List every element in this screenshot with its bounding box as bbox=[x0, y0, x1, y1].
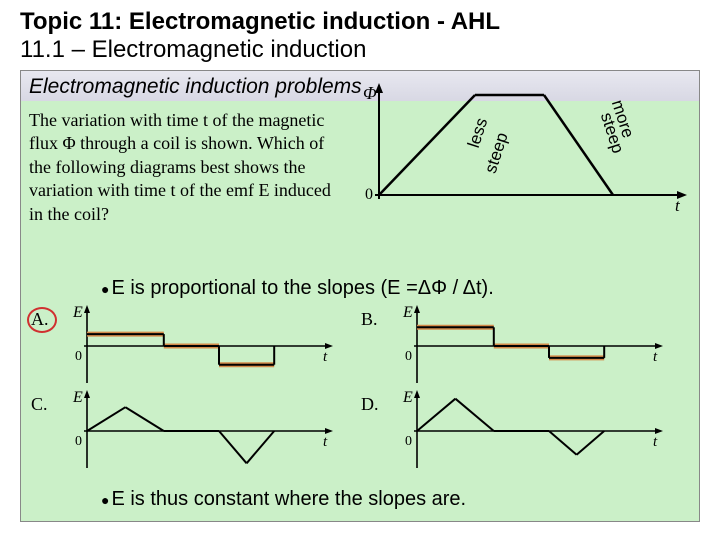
emf-option-D: D. E 0 t bbox=[359, 390, 689, 475]
slide-title: Topic 11: Electromagnetic induction - AH… bbox=[20, 8, 700, 36]
bullet-proportional: ●E is proportional to the slopes (E =ΔΦ … bbox=[101, 277, 494, 300]
emf-option-A: A.E0t bbox=[29, 305, 359, 390]
svg-text:0: 0 bbox=[75, 434, 82, 449]
svg-text:t: t bbox=[653, 349, 658, 365]
svg-text:E: E bbox=[72, 305, 83, 321]
svg-text:0: 0 bbox=[405, 349, 412, 364]
problem-text: The variation with time t of the magneti… bbox=[29, 109, 339, 226]
bullet-dot-icon: ● bbox=[101, 492, 109, 508]
emf-plot: E 0 t bbox=[389, 305, 679, 387]
emf-plot: E 0 t bbox=[389, 390, 679, 472]
bullet-2-text: E is thus constant where the slopes are. bbox=[111, 488, 466, 510]
selected-circle-icon bbox=[27, 307, 57, 333]
slide-header: Topic 11: Electromagnetic induction - AH… bbox=[0, 0, 720, 66]
bullet-dot-icon: ● bbox=[101, 281, 109, 297]
svg-text:E: E bbox=[402, 390, 413, 406]
bullet-1-text: E is proportional to the slopes (E =ΔΦ /… bbox=[111, 277, 493, 299]
option-label: D. bbox=[361, 394, 379, 415]
option-label: C. bbox=[31, 394, 48, 415]
svg-text:E: E bbox=[72, 390, 83, 406]
content-box: Electromagnetic induction problems The v… bbox=[20, 70, 700, 522]
svg-text:t: t bbox=[323, 434, 328, 450]
emf-option-B: B. E 0 t bbox=[359, 305, 689, 390]
svg-text:Φ: Φ bbox=[363, 83, 377, 103]
svg-text:0: 0 bbox=[365, 186, 373, 203]
emf-plot: E 0 t bbox=[59, 305, 349, 387]
emf-option-C: C. E 0 t bbox=[29, 390, 359, 475]
emf-options-grid: A.E0tB.E0tC.E0tD.E0t bbox=[29, 305, 689, 475]
problem-body: The variation with time t of the magneti… bbox=[29, 109, 339, 226]
slide-root: Topic 11: Electromagnetic induction - AH… bbox=[0, 0, 720, 540]
svg-text:t: t bbox=[653, 434, 658, 450]
emf-plot: E 0 t bbox=[59, 390, 349, 472]
svg-text:t: t bbox=[323, 349, 328, 365]
svg-text:t: t bbox=[675, 196, 681, 213]
flux-chart: Φ 0 t bbox=[339, 83, 689, 213]
svg-text:0: 0 bbox=[75, 349, 82, 364]
slide-subtitle: 11.1 – Electromagnetic induction bbox=[20, 36, 700, 64]
svg-text:E: E bbox=[402, 305, 413, 321]
svg-text:0: 0 bbox=[405, 434, 412, 449]
option-label: B. bbox=[361, 309, 378, 330]
bullet-constant: ●E is thus constant where the slopes are… bbox=[101, 488, 466, 511]
